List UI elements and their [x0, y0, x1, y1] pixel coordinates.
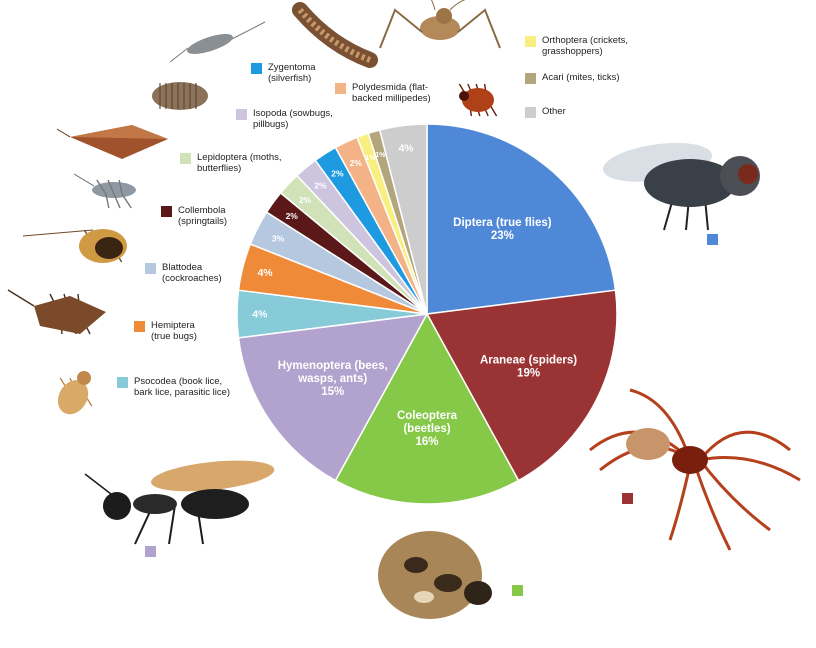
pillbug-icon [152, 82, 208, 110]
legend-label: Hemiptera (true bugs) [151, 320, 197, 342]
legend-label: Psocodea (book lice, bark lice, parasiti… [134, 376, 231, 398]
legend-label: Zygentoma (silverfish) [268, 62, 316, 84]
ant-icon [84, 460, 275, 545]
legend-label: Acari (mites, ticks) [542, 72, 620, 83]
legend-item-psocodea: Psocodea (book lice, bark lice, parasiti… [117, 376, 230, 398]
slice-label-coleoptera: Coleoptera (beetles) 16% [397, 410, 458, 448]
legend-swatch [236, 109, 247, 120]
legend-swatch [117, 377, 128, 388]
legend-swatch [134, 321, 145, 332]
ant-marker [145, 546, 156, 557]
slice-value-lepidoptera: 2% [299, 195, 312, 205]
legend-label: Polydesmida (flat- backed millipedes) [352, 82, 431, 104]
legend-item-acari: Acari (mites, ticks) [525, 72, 620, 84]
slice-value-collembola: 2% [286, 211, 299, 221]
legend-swatch [335, 83, 346, 94]
legend-label: Orthoptera (crickets, grasshoppers) [542, 35, 629, 57]
legend-label: Collembola (springtails) [178, 205, 228, 227]
legend-item-polydesmida: Polydesmida (flat- backed millipedes) [335, 82, 431, 104]
beetle-marker [512, 585, 523, 596]
legend-item-other: Other [525, 106, 566, 118]
slice-label-diptera: Diptera (true flies) 23% [453, 217, 552, 242]
legend-label: Lepidoptera (moths, butterflies) [197, 152, 282, 174]
legend-label: Blattodea (cockroaches) [162, 262, 222, 284]
millipede-icon [292, 2, 378, 68]
pie-slice-other [378, 123, 428, 315]
slice-value-other: 4% [398, 143, 414, 155]
legend-swatch [525, 36, 536, 47]
legend-swatch [180, 153, 191, 164]
slice-value-psocodea: 4% [252, 309, 268, 321]
cockroach-icon [22, 229, 127, 263]
legend-item-isopoda: Isopoda (sowbugs, pillbugs) [236, 108, 333, 130]
slice-value-hemiptera: 4% [257, 267, 273, 279]
tick-icon [458, 83, 498, 117]
pie-slice-diptera [426, 123, 617, 315]
slice-value-orthoptera: 1% [365, 155, 376, 162]
legend-item-orthoptera: Orthoptera (crickets, grasshoppers) [525, 35, 628, 57]
legend-swatch [525, 73, 536, 84]
legend-swatch [251, 63, 262, 74]
legend-label: Isopoda (sowbugs, pillbugs) [253, 108, 333, 130]
cricket-icon [379, 0, 501, 49]
beetle-icon [378, 531, 492, 619]
legend-swatch [161, 206, 172, 217]
slice-label-hymenoptera: Hymenoptera (bees, wasps, ants) 15% [278, 360, 388, 398]
legend-swatch [145, 263, 156, 274]
spider-icon [589, 388, 801, 551]
fly-icon [602, 142, 760, 231]
fly-marker [707, 234, 718, 245]
legend-item-collembola: Collembola (springtails) [161, 205, 227, 227]
slice-label-araneae: Araneae (spiders) 19% [480, 354, 577, 379]
booklouse-icon [57, 371, 93, 415]
slice-value-zygentoma: 2% [331, 168, 344, 178]
legend-item-lepidoptera: Lepidoptera (moths, butterflies) [180, 152, 282, 174]
legend-item-hemiptera: Hemiptera (true bugs) [134, 320, 197, 342]
springtail-icon [73, 173, 136, 209]
legend-item-zygentoma: Zygentoma (silverfish) [251, 62, 316, 84]
legend-label: Other [542, 106, 566, 117]
slice-value-acari: 1% [375, 152, 386, 159]
silverfish-icon [169, 21, 266, 63]
legend-item-blattodea: Blattodea (cockroaches) [145, 262, 222, 284]
slice-value-polydesmida: 2% [350, 158, 363, 168]
spider-marker [622, 493, 633, 504]
pie-slice-hymenoptera [237, 313, 429, 482]
pie-slice-araneae [425, 289, 618, 482]
true-bug-icon [7, 289, 106, 335]
slice-value-isopoda: 2% [314, 181, 327, 191]
moth-icon [56, 125, 168, 159]
slice-value-blattodea: 3% [272, 234, 285, 244]
legend-swatch [525, 107, 536, 118]
pie-slice-coleoptera [334, 312, 520, 505]
